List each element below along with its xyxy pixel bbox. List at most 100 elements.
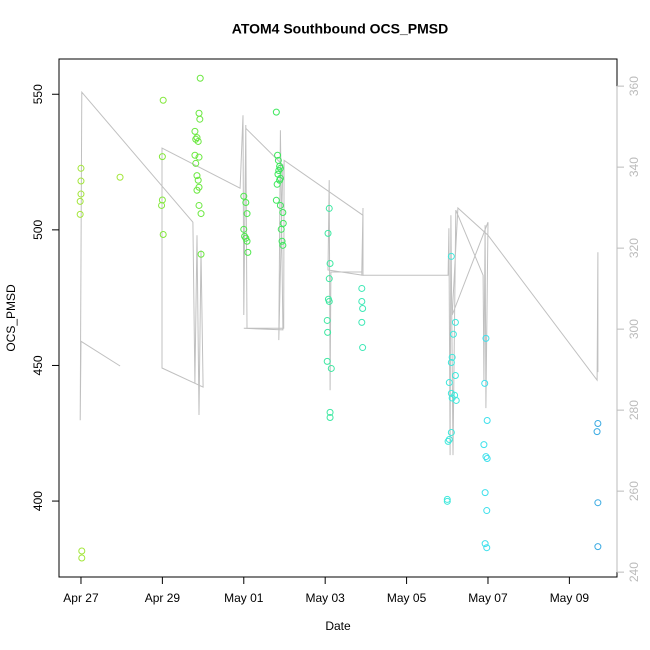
point: [447, 428, 455, 436]
point: [482, 334, 490, 342]
point: [196, 115, 204, 123]
point: [359, 344, 367, 352]
point: [195, 109, 203, 117]
chart-title: ATOM4 Southbound OCS_PMSD: [232, 21, 448, 37]
point: [116, 173, 124, 181]
point: [594, 419, 602, 427]
point: [451, 371, 459, 379]
point: [244, 248, 252, 256]
x-tick-label: May 05: [387, 591, 427, 605]
point: [326, 408, 334, 416]
x-tick-label: May 07: [468, 591, 508, 605]
point: [445, 379, 453, 387]
point: [447, 358, 455, 366]
x-tick-label: May 09: [550, 591, 590, 605]
y2-tick-label: 240: [627, 562, 641, 582]
point: [197, 250, 205, 258]
point: [445, 435, 453, 443]
point: [324, 328, 332, 336]
point: [276, 201, 284, 209]
point: [482, 453, 490, 461]
point: [451, 318, 459, 326]
point: [327, 364, 335, 372]
y-axis-label: OCS_PMSD: [4, 284, 18, 352]
point: [274, 151, 282, 159]
y-tick-label: 500: [31, 220, 45, 240]
point: [279, 219, 287, 227]
point: [358, 318, 366, 326]
y2-tick-label: 260: [627, 481, 641, 501]
point: [77, 190, 85, 198]
point: [77, 177, 85, 185]
plot-frame: [58, 58, 618, 578]
point: [324, 229, 332, 237]
point: [194, 176, 202, 184]
point: [326, 259, 334, 267]
point: [358, 284, 366, 292]
x-tick-label: Apr 27: [63, 591, 99, 605]
point: [78, 554, 86, 562]
point: [76, 210, 84, 218]
point: [196, 74, 204, 82]
point: [358, 297, 366, 305]
point: [593, 428, 601, 436]
point: [243, 237, 251, 245]
point: [158, 201, 166, 209]
point: [483, 507, 491, 515]
y2-tick-label: 320: [627, 238, 641, 258]
point: [195, 153, 203, 161]
x-tick-label: Apr 29: [145, 591, 181, 605]
point: [76, 197, 84, 205]
point: [483, 544, 491, 552]
point: [78, 547, 86, 555]
point: [452, 396, 460, 404]
point: [443, 497, 451, 505]
point: [192, 159, 200, 167]
point: [191, 151, 199, 159]
point: [194, 137, 202, 145]
point: [275, 166, 283, 174]
point: [481, 540, 489, 548]
point: [325, 275, 333, 283]
point: [197, 210, 205, 218]
point: [159, 230, 167, 238]
point: [240, 192, 248, 200]
point: [443, 495, 451, 503]
y-tick-label: 400: [31, 491, 45, 511]
x-axis-label: Date: [325, 619, 351, 633]
point: [594, 543, 602, 551]
point: [326, 414, 334, 422]
point: [279, 241, 287, 249]
point: [193, 172, 201, 180]
point: [483, 454, 491, 462]
point: [240, 225, 248, 233]
point: [195, 201, 203, 209]
y2-tick-label: 280: [627, 400, 641, 420]
y-tick-label: 450: [31, 355, 45, 375]
point: [483, 417, 491, 425]
point: [243, 210, 251, 218]
point: [449, 330, 457, 338]
line: [79, 90, 599, 456]
point: [193, 134, 201, 142]
point: [481, 489, 489, 497]
point: [325, 297, 333, 305]
point: [276, 164, 284, 172]
point: [193, 186, 201, 194]
point: [444, 437, 452, 445]
y2-tick-label: 360: [627, 76, 641, 96]
point: [594, 499, 602, 507]
point: [158, 153, 166, 161]
point: [359, 305, 367, 313]
point: [273, 180, 281, 188]
point: [242, 198, 250, 206]
point: [272, 196, 280, 204]
y2-tick-label: 340: [627, 157, 641, 177]
point: [323, 357, 331, 365]
point: [77, 164, 85, 172]
x-tick-label: May 03: [305, 591, 345, 605]
y-tick-label: 550: [31, 84, 45, 104]
point: [272, 108, 280, 116]
point: [447, 252, 455, 260]
